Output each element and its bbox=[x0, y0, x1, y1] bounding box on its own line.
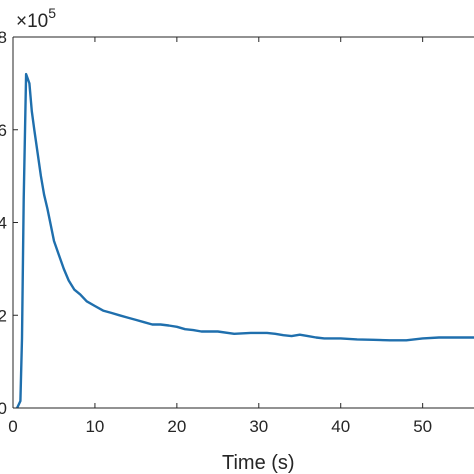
x-axis-label: Time (s) bbox=[222, 452, 295, 474]
axes: 0 10 20 30 40 50 0 2 4 6 8 bbox=[0, 28, 474, 436]
y-tick-label: 6 bbox=[0, 121, 7, 140]
exponent-power: 5 bbox=[48, 5, 56, 21]
exponent-base: ×10 bbox=[16, 11, 48, 32]
y-axis-exponent-label: ×105 bbox=[16, 5, 56, 32]
y-tick-label: 0 bbox=[0, 399, 7, 418]
x-tick-label: 10 bbox=[85, 417, 104, 436]
plot-area bbox=[16, 72, 474, 409]
series-line bbox=[16, 72, 474, 409]
x-tick-label: 0 bbox=[8, 417, 17, 436]
x-tick-label: 50 bbox=[413, 417, 432, 436]
y-tick-label: 8 bbox=[0, 28, 7, 47]
x-tick-label: 20 bbox=[167, 417, 186, 436]
x-tick-label: 30 bbox=[249, 417, 268, 436]
x-tick-label: 40 bbox=[331, 417, 350, 436]
y-tick-label: 4 bbox=[0, 214, 7, 233]
y-tick-label: 2 bbox=[0, 306, 7, 325]
